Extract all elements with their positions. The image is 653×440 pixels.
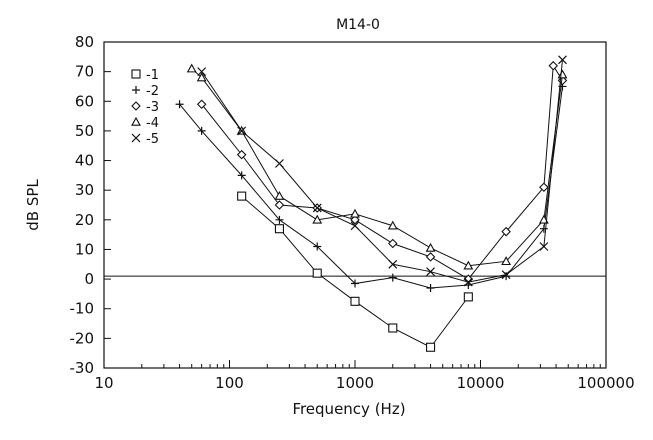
y-tick-label: 70 xyxy=(75,63,94,81)
y-tick-label: 0 xyxy=(84,270,94,288)
data-point xyxy=(425,242,436,252)
x-axis: 10 100 1000 10000 100000 xyxy=(94,360,635,392)
data-point xyxy=(502,272,511,281)
data-point xyxy=(350,296,360,306)
data-point xyxy=(196,72,207,82)
data-point xyxy=(131,101,141,111)
plot-frame xyxy=(103,41,607,369)
data-point xyxy=(275,215,284,224)
series-4 xyxy=(186,63,568,270)
data-point xyxy=(313,242,322,251)
data-point xyxy=(274,190,285,200)
data-point xyxy=(197,126,206,135)
data-point xyxy=(388,273,397,282)
y-tick-label: 20 xyxy=(75,211,94,229)
data-point xyxy=(558,55,567,65)
legend-entry: -3 xyxy=(131,100,159,115)
data-point xyxy=(388,323,398,333)
y-tick-label: -10 xyxy=(70,300,95,318)
data-point xyxy=(463,292,473,302)
data-point xyxy=(351,279,359,288)
series-line xyxy=(179,86,563,289)
data-point xyxy=(387,220,398,230)
data-point xyxy=(350,221,360,231)
data-point xyxy=(275,159,284,168)
legend-entry: -1 xyxy=(131,68,159,83)
data-point xyxy=(131,133,141,143)
legend-label: -4 xyxy=(146,116,159,131)
y-tick-label: 40 xyxy=(75,152,94,170)
data-point xyxy=(425,252,436,262)
x-tick-label: 100 xyxy=(215,374,244,392)
data-point xyxy=(237,126,247,136)
data-point xyxy=(131,116,141,126)
y-tick-label: 10 xyxy=(75,240,94,258)
data-point xyxy=(501,256,512,266)
legend-label: -2 xyxy=(146,84,159,99)
y-axis: -30 -20 -10 0 10 20 30 40 50 60 70 80 xyxy=(70,33,111,377)
legend: -1-2-3-4-5 xyxy=(131,68,159,147)
data-point xyxy=(237,171,246,180)
series-5 xyxy=(197,55,567,287)
y-tick-label: 60 xyxy=(75,92,94,110)
series-layer xyxy=(175,55,568,352)
data-point xyxy=(388,259,398,269)
data-point xyxy=(197,67,207,77)
data-point xyxy=(312,214,323,224)
legend-label: -3 xyxy=(146,100,159,115)
data-point xyxy=(350,208,360,218)
data-point xyxy=(463,277,473,287)
y-tick-label: 80 xyxy=(75,33,94,51)
legend-entry: -2 xyxy=(132,84,159,99)
y-tick-label: 50 xyxy=(75,122,94,140)
series-1 xyxy=(237,191,473,352)
x-tick-label: 10000 xyxy=(457,374,505,392)
data-point xyxy=(548,60,559,71)
x-tick-label: 1000 xyxy=(336,374,374,392)
data-point xyxy=(237,191,247,201)
y-tick-label: -30 xyxy=(70,359,95,377)
data-point xyxy=(388,238,398,249)
x-axis-label: Frequency (Hz) xyxy=(292,400,405,418)
data-point xyxy=(350,215,360,225)
x-tick-label: 100000 xyxy=(577,374,634,392)
data-point xyxy=(501,226,511,237)
legend-entry: -5 xyxy=(131,132,159,147)
data-point xyxy=(426,283,435,292)
series-3 xyxy=(196,60,568,284)
data-point xyxy=(426,267,435,277)
data-point xyxy=(539,224,548,233)
series-2 xyxy=(175,82,567,292)
data-point xyxy=(274,200,285,210)
series-line xyxy=(201,64,563,280)
data-point xyxy=(186,63,197,73)
data-point xyxy=(426,342,436,352)
data-point xyxy=(236,149,247,160)
legend-entry: -4 xyxy=(131,116,159,131)
data-point xyxy=(131,69,141,79)
y-tick-label: -20 xyxy=(70,329,95,347)
y-tick-label: 30 xyxy=(75,181,94,199)
legend-label: -1 xyxy=(146,68,159,83)
series-line xyxy=(191,68,563,267)
data-point xyxy=(312,268,322,278)
data-point xyxy=(175,100,184,109)
chart-title: M14-0 xyxy=(336,17,380,33)
data-point xyxy=(274,224,284,234)
data-point xyxy=(312,203,322,213)
data-point xyxy=(196,99,207,110)
data-point xyxy=(539,242,549,251)
data-point xyxy=(463,260,474,270)
series-line xyxy=(201,59,563,283)
y-axis-label: dB SPL xyxy=(24,179,42,231)
data-point xyxy=(557,75,568,86)
legend-label: -5 xyxy=(146,132,159,147)
data-point xyxy=(501,270,511,280)
data-point xyxy=(132,86,140,94)
data-point xyxy=(539,182,549,192)
data-point xyxy=(557,69,568,79)
data-point xyxy=(538,214,549,224)
x-tick-label: 10 xyxy=(94,374,113,392)
